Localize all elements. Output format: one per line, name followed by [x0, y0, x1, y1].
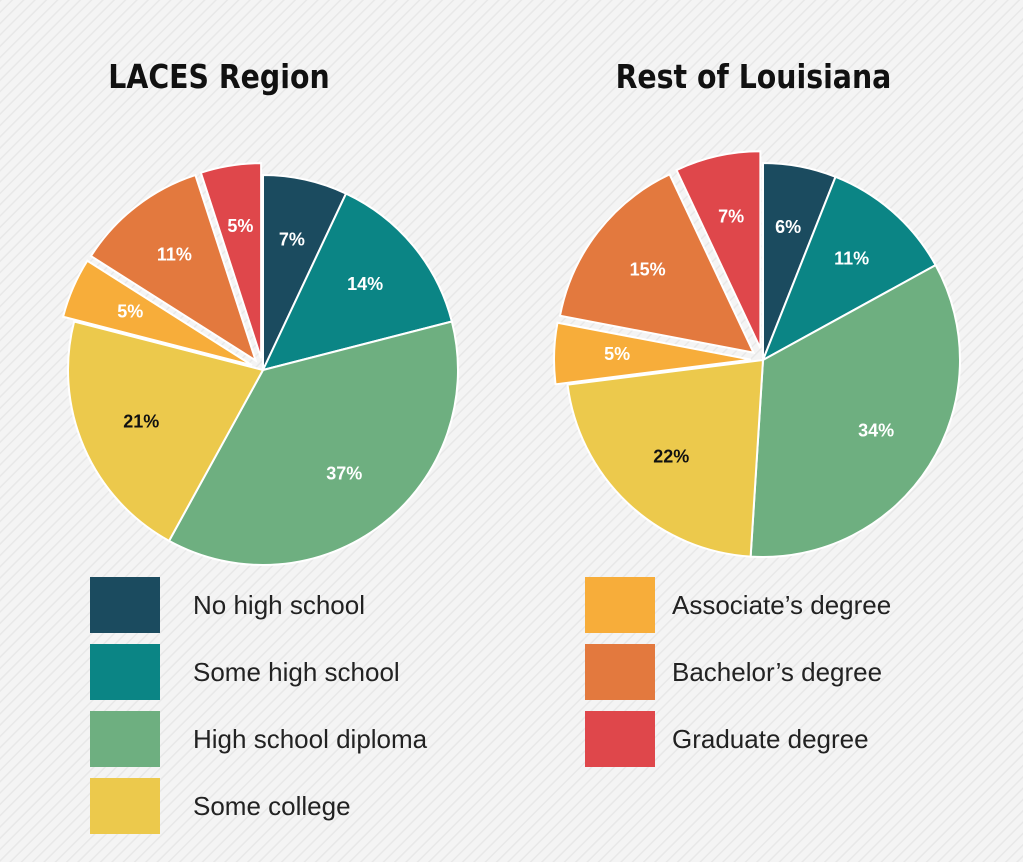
legend-label: Bachelor’s degree: [672, 657, 882, 687]
legend-label: Associate’s degree: [672, 590, 891, 620]
data-label: 15%: [630, 259, 666, 279]
legend-label: Some college: [193, 791, 351, 821]
data-label: 11%: [834, 248, 869, 268]
pie-slice: [261, 192, 454, 372]
legend-swatch: [90, 644, 160, 700]
legend-swatch: [585, 644, 655, 700]
legend-label: Graduate degree: [672, 724, 869, 754]
legend-label: No high school: [193, 590, 365, 620]
data-label: 5%: [604, 344, 630, 364]
pie-slice: [167, 320, 459, 566]
pie-slice: [566, 358, 765, 558]
data-label: 7%: [279, 229, 305, 249]
data-label: 5%: [117, 301, 143, 321]
pie-slice: [199, 162, 263, 359]
data-label: 34%: [858, 421, 894, 441]
pie-slice: [749, 263, 961, 558]
legend-swatch: [585, 577, 655, 633]
pie-slice: [558, 173, 756, 354]
legend-swatch: [90, 711, 160, 767]
legend-swatch: [90, 778, 160, 834]
pie-slice: [67, 320, 265, 543]
pie-slice: [61, 259, 253, 367]
data-label: 22%: [653, 446, 689, 466]
data-label: 21%: [123, 411, 159, 431]
data-label: 37%: [326, 464, 362, 484]
pie-slice: [675, 150, 762, 349]
data-label: 11%: [157, 244, 192, 264]
chart-title: Rest of Louisiana: [616, 58, 892, 97]
legend-swatch: [90, 577, 160, 633]
data-label: 5%: [227, 216, 253, 236]
chart-title: LACES Region: [108, 58, 329, 97]
pie-slice: [89, 173, 258, 363]
pie-slice: [761, 175, 937, 363]
data-label: 14%: [347, 274, 383, 294]
legend-label: High school diploma: [193, 724, 428, 754]
legend-label: Some high school: [193, 657, 400, 687]
data-label: 7%: [718, 206, 744, 226]
legend-swatch: [585, 711, 655, 767]
data-label: 6%: [775, 217, 801, 237]
pie-slice: [553, 321, 752, 386]
